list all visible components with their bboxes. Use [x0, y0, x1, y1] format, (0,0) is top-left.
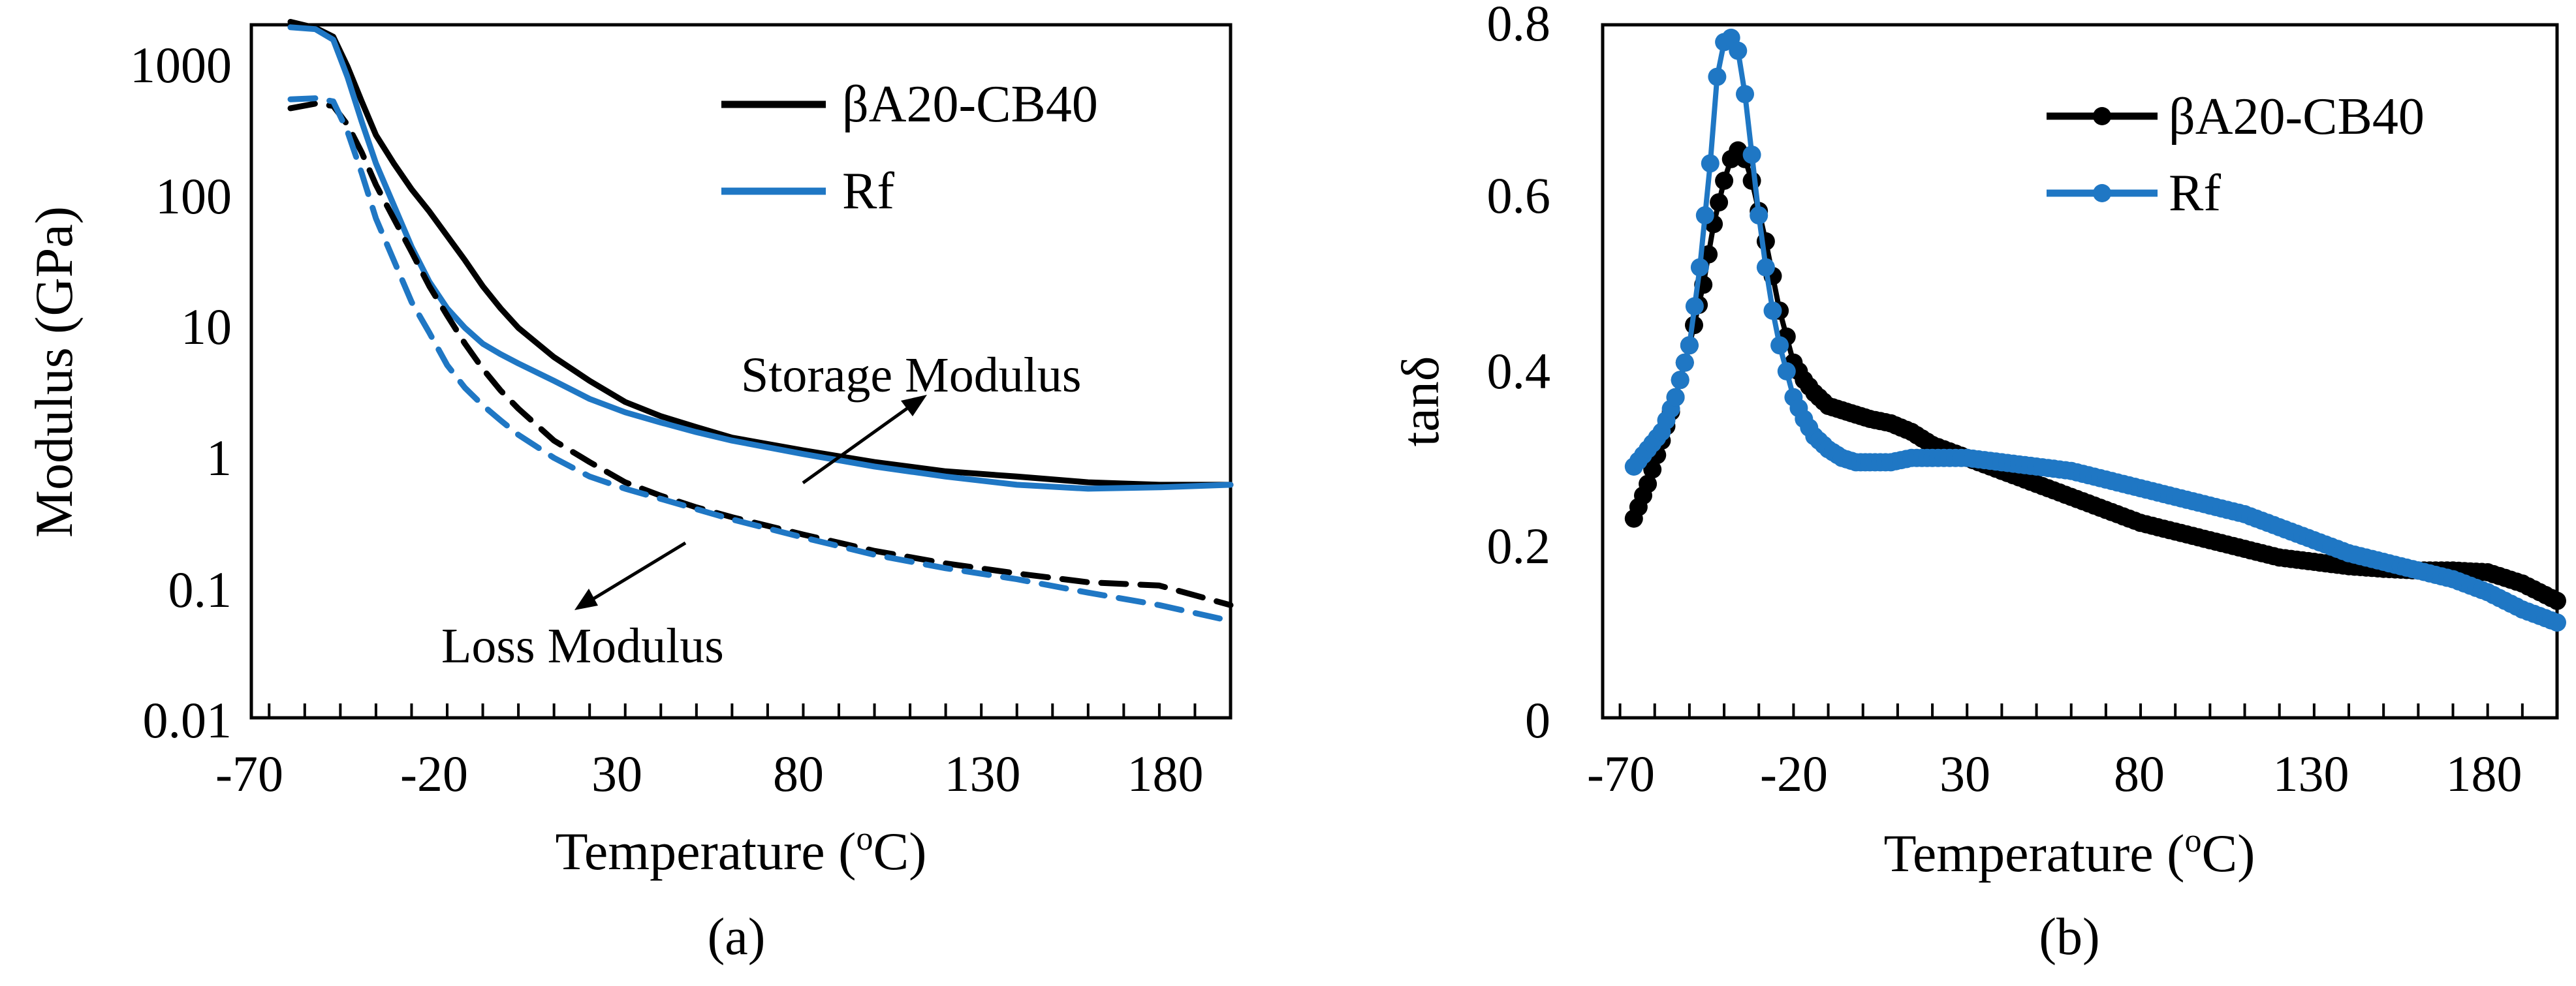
x-axis-title-a-tail: C) [873, 822, 926, 881]
y-tick-labels-a: 1000 100 10 1 0.1 0.01 [130, 37, 232, 748]
series-b-1-point [1750, 206, 1768, 225]
y-axis-title-b: tanδ [1390, 356, 1450, 447]
series-b-0-point [1639, 474, 1657, 493]
x-tick-label--20: -20 [400, 745, 468, 802]
series-b-0-point [1715, 172, 1734, 190]
x-tick-label-180: 180 [1127, 745, 1204, 802]
series-b-1-point [1666, 388, 1685, 407]
panel-a: 1000 100 10 1 0.1 0.01 -70 -20 30 80 130… [24, 19, 1234, 966]
legend-b-label-1: Rf [2169, 164, 2221, 222]
x-tick-label-180: 180 [2446, 745, 2522, 802]
x-tick-label-80: 80 [773, 745, 824, 802]
y-tick-label-0.01: 0.01 [143, 692, 232, 748]
series-b-1-point [1675, 353, 1694, 372]
annotation-loss-modulus: Loss Modulus [441, 619, 724, 673]
y-tick-label-0.2: 0.2 [1487, 517, 1551, 574]
y-tick-label-0.6: 0.6 [1487, 167, 1551, 224]
series-b-1-point [1671, 371, 1689, 390]
series-b-1-point [1701, 154, 1720, 173]
series-b-1-point [1690, 258, 1709, 277]
series-b-1-point [1742, 146, 1761, 164]
x-tick-label-30: 30 [1940, 745, 1990, 802]
series-b-1-point [1680, 336, 1699, 355]
series-a-0 [287, 19, 1234, 488]
series-b-1-point [1763, 301, 1782, 320]
x-axis-title-a-sup: o [856, 820, 873, 857]
series-a-1 [287, 24, 1234, 492]
y-tick-label-0.4: 0.4 [1487, 343, 1551, 399]
panel-label-b: (b) [2039, 908, 2099, 966]
annotation-loss-arrow [589, 541, 687, 602]
series-b-1-point [1729, 41, 1748, 60]
series-b-0-point [1710, 193, 1729, 212]
legend-b-marker-0 [2093, 107, 2111, 125]
x-tick-label-30: 30 [591, 745, 642, 802]
y-tick-label-1000: 1000 [130, 37, 232, 93]
x-tick-labels-a: -70 -20 30 80 130 180 [215, 745, 1203, 802]
series-a-2 [287, 100, 1234, 608]
series-b-1-point [1736, 85, 1754, 104]
y-tick-labels-b: 0.8 0.6 0.4 0.2 0 [1487, 0, 1551, 748]
series-b-1-point [1770, 336, 1789, 355]
x-ticks-b [1618, 703, 2524, 718]
series-group-a [287, 19, 1234, 624]
x-axis-title-b-sup: o [2184, 822, 2201, 859]
series-b-1-point [1777, 362, 1796, 380]
x-tick-label--20: -20 [1760, 745, 1828, 802]
series-b-0-point [2548, 591, 2566, 610]
x-tick-label-130: 130 [2273, 745, 2349, 802]
plot-frame-a [249, 23, 1233, 720]
series-group-b [1624, 28, 2566, 632]
panel-label-a: (a) [708, 908, 766, 966]
plot-frame-b [1601, 23, 2559, 720]
series-a-3 [287, 95, 1234, 624]
x-axis-title-b: Temperature (oC) [1884, 822, 2255, 883]
y-tick-label-0: 0 [1525, 692, 1550, 748]
legend-b: βA20-CB40 Rf [2047, 88, 2425, 222]
panel-b: 0.8 0.6 0.4 0.2 0 -70 -20 30 80 130 180 … [1390, 0, 2566, 966]
x-axis-title-b-tail: C) [2201, 824, 2255, 883]
x-tick-label--70: -70 [1587, 745, 1655, 802]
x-tick-label-80: 80 [2114, 745, 2165, 802]
legend-b-label-0: βA20-CB40 [2169, 88, 2425, 146]
x-ticks-a [268, 703, 1197, 718]
y-tick-label-0.1: 0.1 [168, 561, 232, 618]
y-tick-label-0.8: 0.8 [1487, 0, 1551, 52]
annotation-loss-arrowhead [574, 589, 598, 610]
y-tick-label-10: 10 [181, 298, 232, 355]
x-tick-label--70: -70 [215, 745, 283, 802]
series-b-1-point [1695, 206, 1714, 224]
x-axis-title-b-main: Temperature ( [1884, 824, 2185, 883]
y-tick-label-100: 100 [155, 168, 232, 224]
annotation-storage-arrowhead [901, 395, 927, 416]
x-axis-title-a-main: Temperature ( [556, 822, 856, 881]
series-b-1-point [2548, 613, 2566, 632]
annotation-storage-arrow [802, 404, 912, 485]
series-b-1-point [1756, 258, 1775, 277]
y-axis-title-a: Modulus (GPa) [24, 206, 84, 538]
y-tick-label-1: 1 [206, 429, 232, 486]
series-b-0-point [1643, 460, 1662, 479]
series-b-1-point [1685, 297, 1704, 316]
annotation-storage-modulus: Storage Modulus [741, 348, 1081, 403]
legend-a-label-1: Rf [842, 162, 894, 220]
series-b-1-point [1708, 67, 1727, 86]
x-tick-labels-b: -70 -20 30 80 130 180 [1587, 745, 2522, 802]
x-tick-label-130: 130 [945, 745, 1021, 802]
x-axis-title-a: Temperature (oC) [556, 820, 927, 881]
legend-b-marker-1 [2093, 184, 2111, 202]
legend-a: βA20-CB40 Rf [721, 76, 1098, 220]
legend-a-label-0: βA20-CB40 [842, 76, 1098, 133]
